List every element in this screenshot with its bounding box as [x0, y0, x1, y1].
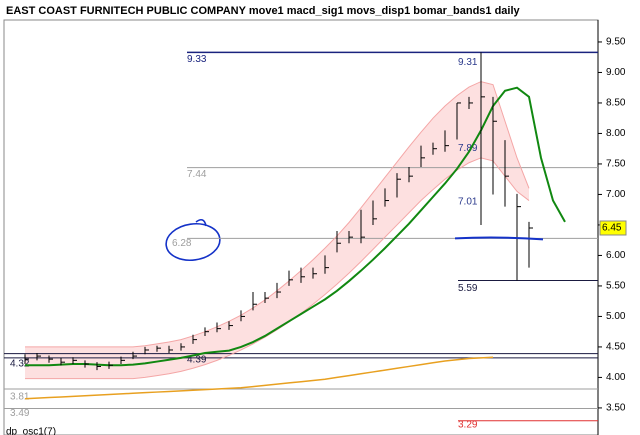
series-line	[25, 86, 566, 367]
price-box	[599, 220, 627, 236]
y-tick-label: 9.00	[606, 67, 626, 78]
y-tick-label: 6.00	[606, 250, 626, 261]
level-label: 7.44	[187, 169, 207, 180]
level-label: 9.31	[458, 57, 478, 68]
y-tick-label: 7.50	[606, 159, 626, 170]
indicator-label: dp_osc1(7)	[6, 427, 56, 435]
level-label: 3.49	[10, 408, 30, 419]
price-label: 6.45	[602, 223, 622, 234]
band-fill	[25, 81, 529, 379]
y-tick-label: 3.50	[606, 403, 626, 414]
level-label: 4.32	[10, 359, 30, 370]
y-tick-label: 7.00	[606, 189, 626, 200]
y-tick-label: 8.00	[606, 128, 626, 139]
level-label: 3.29	[458, 419, 478, 430]
series-line	[25, 157, 530, 380]
y-tick-label: 4.00	[606, 372, 626, 383]
y-tick-label: 8.50	[606, 98, 626, 109]
level-label: 5.59	[458, 283, 478, 294]
trend-line	[454, 236, 544, 241]
level-label: 6.28	[172, 238, 192, 249]
series-line	[24, 356, 494, 400]
hand-stroke	[195, 218, 207, 227]
y-tick-label: 5.00	[606, 311, 626, 322]
level-label: 7.89	[458, 143, 478, 154]
level-label: 9.33	[187, 54, 207, 65]
level-label: 7.01	[458, 196, 478, 207]
level-label: 4.39	[187, 354, 207, 365]
y-tick-label: 9.50	[606, 37, 626, 48]
y-tick-label: 4.50	[606, 342, 626, 353]
y-tick-label: 5.50	[606, 281, 626, 292]
chart-title: EAST COAST FURNITECH PUBLIC COMPANY move…	[6, 5, 521, 17]
level-label: 3.81	[10, 392, 30, 403]
